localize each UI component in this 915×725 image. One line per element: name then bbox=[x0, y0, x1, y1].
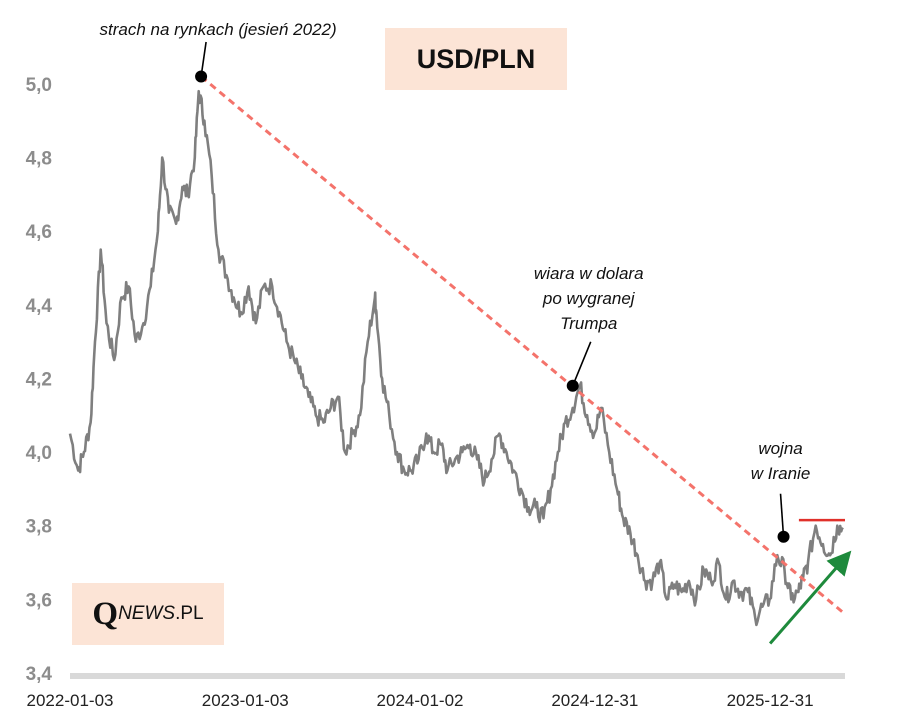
usdpln-series-line bbox=[68, 89, 844, 627]
y-tick-label: 5,0 bbox=[26, 75, 52, 96]
annotations: strach na rynkach (jesień 2022) wiara w d… bbox=[99, 20, 810, 543]
x-axis-baseline bbox=[70, 673, 845, 679]
y-tick-label: 4,2 bbox=[26, 369, 52, 390]
logo-news: NEWS bbox=[118, 603, 176, 624]
trendline-support bbox=[768, 550, 852, 645]
y-tick-label: 4,6 bbox=[26, 222, 52, 243]
y-tick-label: 4,4 bbox=[26, 296, 53, 317]
y-tick-label: 4,0 bbox=[26, 443, 52, 464]
logo-q: Q bbox=[92, 595, 119, 632]
x-tick-label: 2022-01-03 bbox=[27, 691, 114, 710]
y-tick-label: 3,6 bbox=[26, 590, 52, 611]
x-tick-label: 2025-12-31 bbox=[727, 691, 814, 710]
logo-pl: .PL bbox=[175, 603, 204, 624]
annotation-text: po wygranej bbox=[542, 289, 636, 308]
annotation-text: wiara w dolara bbox=[534, 264, 644, 283]
x-tick-label: 2023-01-03 bbox=[202, 691, 289, 710]
trendline-resistance bbox=[200, 75, 846, 616]
annotation-text: w Iranie bbox=[751, 464, 811, 483]
annotation-text: Trumpa bbox=[560, 314, 617, 333]
annotation-leader bbox=[779, 493, 785, 537]
trendlines bbox=[200, 75, 852, 645]
chart-title: USD/PLN bbox=[416, 43, 536, 74]
y-tick-label: 3,8 bbox=[26, 517, 52, 538]
annotation-text: wojna bbox=[758, 439, 802, 458]
annotation-text: strach na rynkach (jesień 2022) bbox=[99, 20, 336, 39]
x-axis-ticks: 2022-01-03 2023-01-03 2024-01-02 2024-12-31… bbox=[27, 691, 814, 710]
annotation-leader bbox=[572, 341, 592, 387]
x-tick-label: 2024-01-02 bbox=[377, 691, 464, 710]
y-tick-label: 3,4 bbox=[26, 664, 53, 685]
chart-title-box: USD/PLN bbox=[385, 28, 567, 90]
annotation-leader bbox=[200, 41, 207, 77]
y-tick-label: 4,8 bbox=[26, 148, 52, 169]
qnews-logo: Q NEWS .PL bbox=[72, 583, 224, 645]
y-axis-ticks: 3,4 3,6 3,8 4,0 4,2 4,4 4,6 4,8 5,0 bbox=[26, 75, 53, 685]
x-tick-label: 2024-12-31 bbox=[551, 691, 638, 710]
